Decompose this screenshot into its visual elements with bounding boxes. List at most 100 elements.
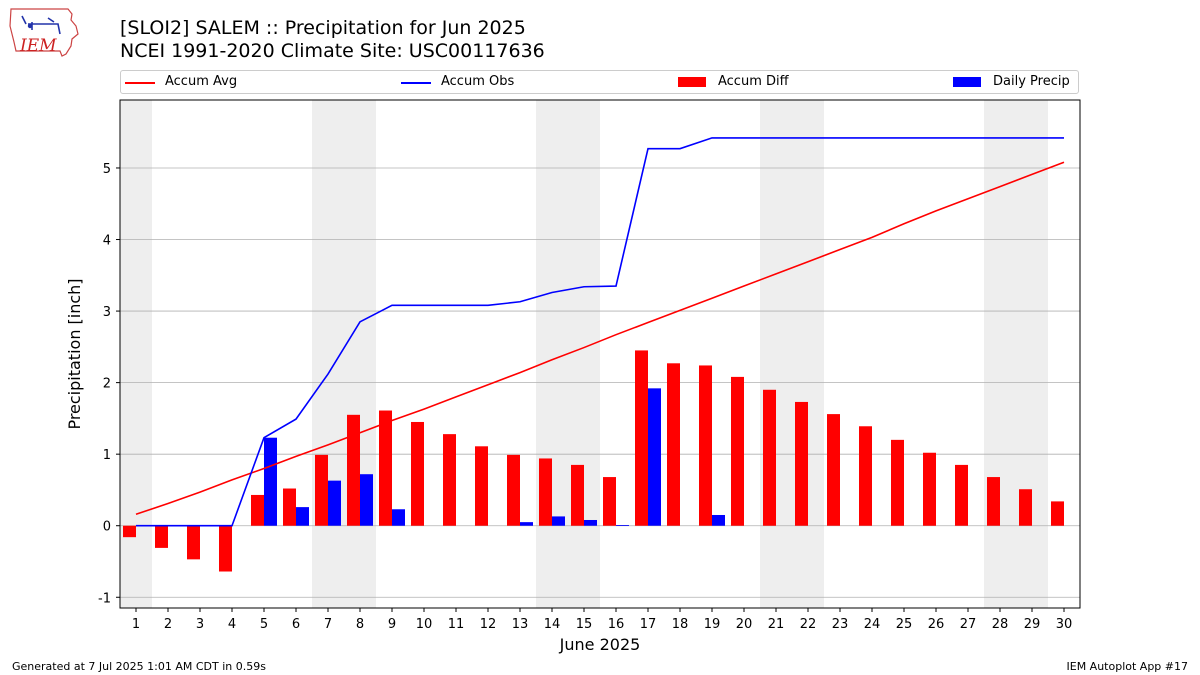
bar-accum-diff-day-25: [891, 439, 904, 526]
weekend-band-day-1: [120, 100, 152, 608]
bar-daily-precip-day-8: [360, 474, 373, 526]
weekend-band-day-28: [984, 100, 1016, 608]
x-tick-label-20: 20: [736, 617, 753, 632]
iem-logo: IEM: [9, 8, 79, 57]
bar-accum-diff-day-27: [955, 464, 968, 526]
bar-accum-diff-day-7: [315, 454, 328, 526]
x-tick-label-8: 8: [356, 617, 364, 632]
bar-accum-diff-day-8: [347, 414, 360, 526]
y-tick-label-2: 2: [103, 377, 111, 392]
x-tick-label-3: 3: [196, 617, 204, 632]
y-tick-label-4: 4: [103, 234, 111, 249]
y-axis-label: Precipitation [inch]: [65, 278, 84, 429]
logo-text: IEM: [19, 36, 57, 56]
footer-app: IEM Autoplot App #17: [1066, 660, 1189, 673]
bar-accum-diff-day-26: [923, 452, 936, 526]
bar-accum-diff-day-29: [1019, 489, 1032, 526]
x-tick-label-6: 6: [292, 617, 300, 632]
bar-accum-diff-day-13: [507, 454, 520, 526]
bar-daily-precip-day-14: [552, 516, 565, 526]
bar-daily-precip-day-17: [648, 388, 661, 526]
x-tick-label-9: 9: [388, 617, 396, 632]
bar-daily-precip-day-15: [584, 519, 597, 526]
x-tick-label-15: 15: [576, 617, 593, 632]
bar-daily-precip-day-19: [712, 514, 725, 526]
x-tick-label-28: 28: [992, 617, 1009, 632]
x-tick-label-30: 30: [1056, 617, 1073, 632]
plot-frame: [119, 99, 1081, 609]
bar-accum-diff-day-6: [283, 488, 296, 526]
bar-daily-precip-day-5: [264, 437, 277, 526]
x-tick-label-4: 4: [228, 617, 236, 632]
bar-accum-diff-day-10: [411, 421, 424, 526]
x-tick-label-19: 19: [704, 617, 721, 632]
legend-swatch-daily-precip: [953, 77, 981, 87]
x-tick-label-14: 14: [544, 617, 561, 632]
bar-accum-diff-day-15: [571, 464, 584, 526]
line-accum-obs: [136, 137, 1064, 527]
bar-accum-diff-day-12: [475, 446, 488, 526]
bar-accum-diff-day-24: [859, 426, 872, 526]
bar-accum-diff-day-22: [795, 401, 808, 526]
bar-accum-diff-day-5: [251, 494, 264, 526]
footer-generated: Generated at 7 Jul 2025 1:01 AM CDT in 0…: [12, 660, 266, 673]
x-tick-label-12: 12: [480, 617, 497, 632]
bar-daily-precip-day-13: [520, 522, 533, 526]
y-tick-label--1: -1: [98, 591, 111, 606]
chart-title: [SLOI2] SALEM :: Precipitation for Jun 2…: [120, 17, 526, 39]
x-tick-label-26: 26: [928, 617, 945, 632]
chart-subtitle: NCEI 1991-2020 Climate Site: USC00117636: [120, 40, 545, 62]
x-tick-label-25: 25: [896, 617, 913, 632]
y-tick-label-5: 5: [103, 162, 111, 177]
y-tick-label-0: 0: [103, 520, 111, 535]
y-tick-label-1: 1: [103, 448, 111, 463]
bar-accum-diff-day-30: [1051, 501, 1064, 526]
weekend-band-day-14: [536, 100, 568, 608]
bar-daily-precip-day-6: [296, 507, 309, 526]
x-tick-label-11: 11: [448, 617, 465, 632]
bar-accum-diff-day-14: [539, 458, 552, 526]
bar-daily-precip-day-9: [392, 509, 405, 526]
x-tick-label-10: 10: [416, 617, 433, 632]
x-axis-label: June 2025: [559, 635, 641, 654]
bar-daily-precip-day-7: [328, 480, 341, 526]
x-tick-label-27: 27: [960, 617, 977, 632]
chart-legend: Accum Avg Accum Obs Accum Diff Daily Pre…: [120, 70, 1079, 94]
x-tick-label-5: 5: [260, 617, 268, 632]
legend-swatch-accum-avg: [125, 82, 155, 84]
weekend-band-day-29: [1016, 100, 1048, 608]
weekend-band-day-22: [792, 100, 824, 608]
legend-label-accum-obs: Accum Obs: [441, 74, 515, 89]
bar-accum-diff-day-18: [667, 363, 680, 526]
line-accum-avg: [135, 161, 1065, 516]
weekend-band-day-8: [344, 100, 376, 608]
legend-label-accum-diff: Accum Diff: [718, 74, 789, 89]
x-tick-label-7: 7: [324, 617, 332, 632]
weather-station-icon: [21, 15, 61, 35]
plot-area: [120, 100, 1080, 608]
x-tick-label-23: 23: [832, 617, 849, 632]
x-tick-label-22: 22: [800, 617, 817, 632]
bar-accum-diff-day-2: [155, 525, 168, 548]
bar-accum-diff-day-28: [987, 477, 1000, 526]
x-tick-label-13: 13: [512, 617, 529, 632]
bar-accum-diff-day-16: [603, 477, 616, 526]
bar-accum-diff-day-4: [219, 525, 232, 572]
bar-accum-diff-day-21: [763, 389, 776, 526]
x-tick-label-29: 29: [1024, 617, 1041, 632]
bar-accum-diff-day-9: [379, 410, 392, 526]
legend-swatch-accum-diff: [678, 77, 706, 87]
weekend-band-day-7: [312, 100, 344, 608]
bar-accum-diff-day-1: [123, 525, 136, 538]
bar-accum-diff-day-20: [731, 376, 744, 526]
iowa-state-outline-icon: [9, 8, 79, 57]
y-tick-label-3: 3: [103, 305, 111, 320]
bar-daily-precip-day-16: [616, 525, 629, 526]
legend-swatch-accum-obs: [401, 82, 431, 84]
x-tick-label-16: 16: [608, 617, 625, 632]
x-tick-label-21: 21: [768, 617, 785, 632]
x-tick-label-1: 1: [132, 617, 140, 632]
legend-label-accum-avg: Accum Avg: [165, 74, 238, 89]
x-tick-label-17: 17: [640, 617, 657, 632]
